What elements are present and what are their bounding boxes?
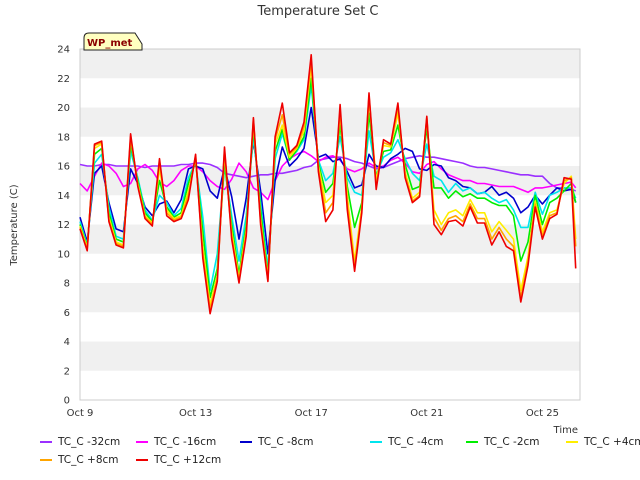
- y-tick-label: 18: [57, 132, 70, 143]
- legend-label: TC_C -32cm: [58, 436, 121, 448]
- y-tick-label: 12: [57, 220, 70, 231]
- legend-item: TC_C -16cm: [136, 436, 216, 448]
- legend-swatch: [466, 441, 478, 443]
- legend-label: TC_C -8cm: [258, 436, 314, 448]
- y-tick-label: 2: [64, 366, 70, 377]
- series-lines: [79, 53, 577, 315]
- grid-band: [80, 78, 580, 108]
- grid-band: [80, 283, 580, 313]
- badge-shape: [83, 32, 143, 51]
- x-tick-label: Oct 17: [295, 408, 328, 419]
- x-tick-label: Oct 21: [410, 408, 443, 419]
- y-tick-label: 0: [64, 396, 70, 407]
- x-axis: Oct 9 Oct 13 Oct 17 Oct 21 Oct 25: [67, 408, 559, 419]
- legend-item: TC_C -4cm: [370, 436, 444, 448]
- legend-item: TC_C +4cm: [566, 436, 640, 448]
- y-tick-label: 4: [64, 337, 70, 348]
- y-tick-label: 20: [57, 103, 70, 114]
- grid-band: [80, 312, 580, 342]
- grid-band: [80, 224, 580, 254]
- badge-label: WP_met: [87, 38, 133, 49]
- y-tick-label: 14: [57, 191, 70, 202]
- y-axis-title: Temperature (C): [9, 184, 20, 266]
- legend-swatch: [40, 441, 52, 443]
- grid-band: [80, 341, 580, 371]
- legend-swatch: [566, 441, 578, 443]
- legend-item: TC_C +8cm: [40, 454, 119, 466]
- chart-title: Temperature Set C: [256, 4, 378, 19]
- legend-label: TC_C -2cm: [484, 436, 540, 448]
- legend-swatch: [136, 459, 148, 461]
- y-tick-label: 6: [64, 308, 70, 319]
- legend-item: TC_C +12cm: [136, 454, 221, 466]
- legend-label: TC_C +4cm: [584, 436, 640, 448]
- grid-band: [80, 166, 580, 196]
- legend-swatch: [370, 441, 382, 443]
- grid-band: [80, 253, 580, 283]
- legend-label: TC_C +8cm: [58, 454, 119, 466]
- series-line: [79, 106, 577, 255]
- legend-swatch: [240, 441, 252, 443]
- y-tick-label: 24: [57, 45, 70, 56]
- x-tick-label: Oct 25: [526, 408, 559, 419]
- x-axis-title: Time: [553, 425, 578, 436]
- x-tick-label: Oct 13: [179, 408, 212, 419]
- series-line: [79, 84, 577, 292]
- y-tick-label: 8: [64, 279, 70, 290]
- legend-item: TC_C -8cm: [240, 436, 314, 448]
- x-tick-label: Oct 9: [67, 408, 94, 419]
- y-tick-label: 22: [57, 74, 70, 85]
- grid-band: [80, 370, 580, 400]
- grid-band: [80, 107, 580, 137]
- legend-label: TC_C -16cm: [154, 436, 217, 448]
- y-tick-label: 10: [57, 249, 70, 260]
- grid-band: [80, 136, 580, 166]
- series-line: [79, 53, 577, 315]
- legend-swatch: [40, 459, 52, 461]
- legend-item: TC_C -32cm: [40, 436, 120, 448]
- legend-swatch: [136, 441, 148, 443]
- grid-band: [80, 49, 580, 79]
- legend-label: TC_C -4cm: [388, 436, 444, 448]
- legend-label: TC_C +12cm: [154, 454, 222, 466]
- plot-background-bands: [80, 49, 580, 400]
- station-badge: WP_met: [83, 32, 143, 51]
- y-tick-label: 16: [57, 162, 70, 173]
- legend-item: TC_C -2cm: [466, 436, 540, 448]
